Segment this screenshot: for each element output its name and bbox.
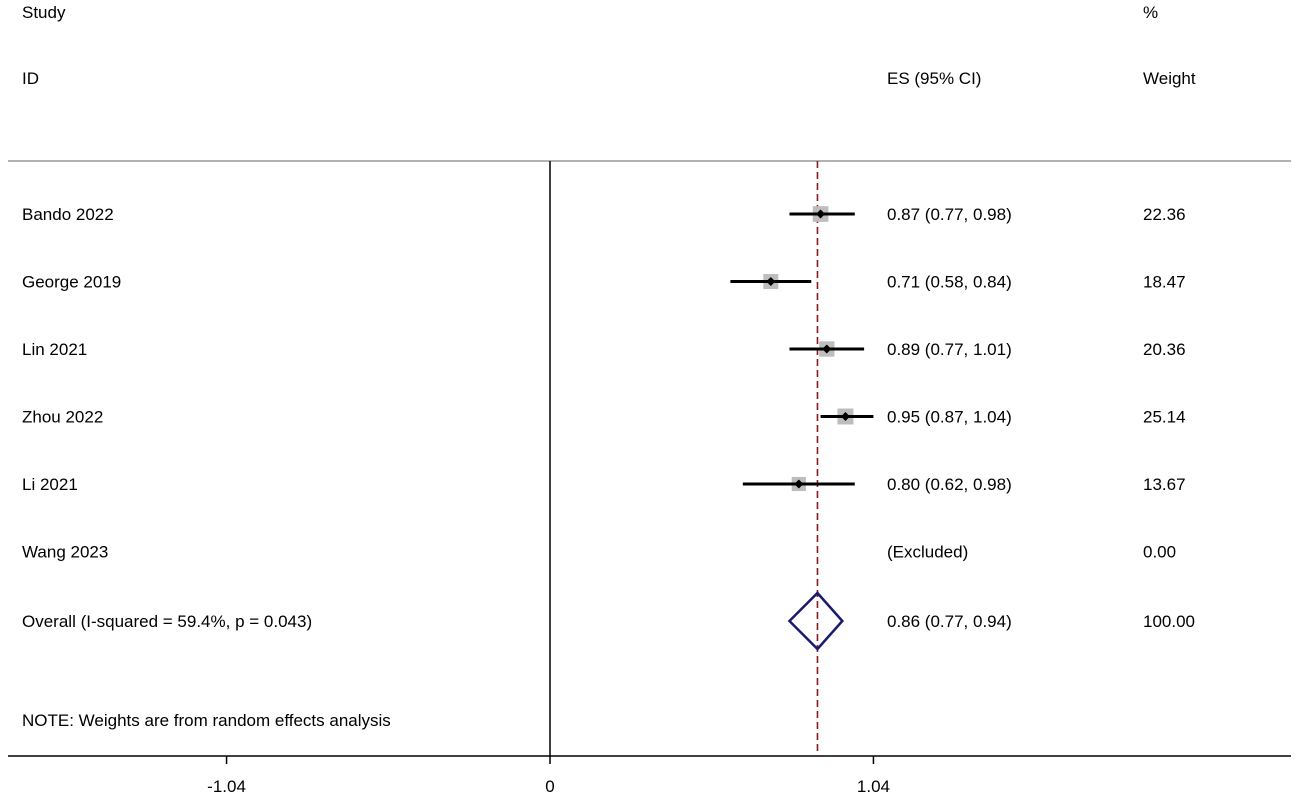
- effect-size-text: 0.87 (0.77, 0.98): [887, 205, 1012, 224]
- weight-value: 22.36: [1143, 205, 1186, 224]
- study-header: Study: [22, 3, 66, 22]
- effect-size-text: 0.71 (0.58, 0.84): [887, 273, 1012, 292]
- weight-value: 13.67: [1143, 475, 1186, 494]
- weight-header-percent: %: [1143, 3, 1158, 22]
- overall-row: Overall (I-squared = 59.4%, p = 0.043) 0.…: [22, 591, 1195, 651]
- overall-diamond: [787, 591, 845, 651]
- study-row: Lin 2021 0.89 (0.77, 1.01) 20.36: [22, 340, 1186, 359]
- weight-header: Weight: [1143, 69, 1196, 88]
- x-tick-label: 1.04: [857, 777, 890, 796]
- study-row: George 2019 0.71 (0.58, 0.84) 18.47: [22, 273, 1186, 292]
- study-row: Li 2021 0.80 (0.62, 0.98) 13.67: [22, 475, 1186, 494]
- point-estimate: [822, 344, 832, 354]
- effect-size-text: 0.89 (0.77, 1.01): [887, 340, 1012, 359]
- x-axis-ticks: -1.04 0 1.04: [207, 756, 890, 796]
- study-row: Wang 2023 (Excluded) 0.00: [22, 543, 1176, 562]
- overall-label: Overall (I-squared = 59.4%, p = 0.043): [22, 612, 312, 631]
- x-tick-label: 0: [545, 777, 554, 796]
- effect-size-text: 0.80 (0.62, 0.98): [887, 475, 1012, 494]
- study-id: George 2019: [22, 273, 121, 292]
- study-id: Zhou 2022: [22, 408, 103, 427]
- study-row: Zhou 2022 0.95 (0.87, 1.04) 25.14: [22, 408, 1186, 427]
- weight-value: 0.00: [1143, 543, 1176, 562]
- point-estimate: [766, 277, 776, 286]
- es-header: ES (95% CI): [887, 69, 981, 88]
- weight-value: 20.36: [1143, 340, 1186, 359]
- weight-value: 25.14: [1143, 408, 1186, 427]
- point-estimate: [840, 412, 850, 421]
- point-estimate: [816, 209, 826, 219]
- weight-value: 18.47: [1143, 273, 1186, 292]
- effect-size-text: (Excluded): [887, 543, 968, 562]
- study-row: Bando 2022 0.87 (0.77, 0.98) 22.36: [22, 205, 1186, 224]
- id-header: ID: [22, 69, 39, 88]
- point-estimate: [794, 479, 804, 489]
- overall-weight-value: 100.00: [1143, 612, 1195, 631]
- study-id: Li 2021: [22, 475, 78, 494]
- study-id: Bando 2022: [22, 205, 114, 224]
- study-id: Lin 2021: [22, 340, 87, 359]
- study-rows: Bando 2022 0.87 (0.77, 0.98) 22.36 George 2…: [22, 205, 1186, 562]
- overall-effect-size-text: 0.86 (0.77, 0.94): [887, 612, 1012, 631]
- x-tick-label: -1.04: [207, 777, 246, 796]
- effect-size-text: 0.95 (0.87, 1.04): [887, 408, 1012, 427]
- study-id: Wang 2023: [22, 543, 108, 562]
- random-effects-note: NOTE: Weights are from random effects an…: [22, 711, 391, 730]
